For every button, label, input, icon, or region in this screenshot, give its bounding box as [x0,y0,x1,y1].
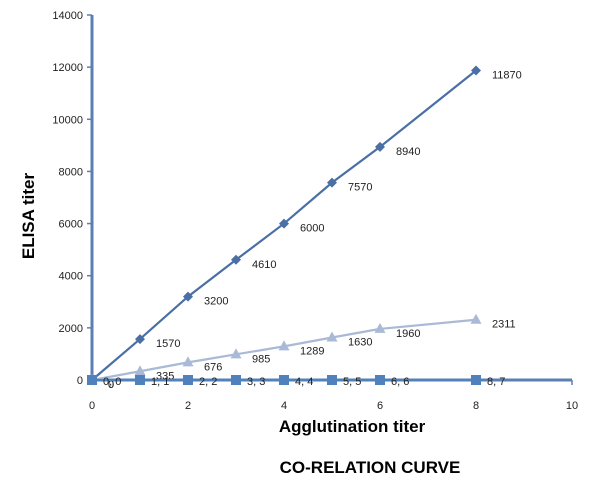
data-label: 676 [204,361,222,373]
data-point-diamond [231,254,241,265]
x-tick-label: 0 [89,400,95,412]
data-label: 6000 [300,223,324,235]
chart-title: CO-RELATION CURVE [280,458,461,477]
data-point-square [327,375,337,385]
series-layer: 0157032004610600075708940118700335676985… [86,65,522,391]
data-point-diamond [375,141,385,152]
data-point-square [183,375,193,385]
data-label: 2311 [492,319,516,331]
data-label: 2, 2 [199,376,217,388]
data-label: 1960 [396,328,420,340]
data-label: 6, 6 [391,376,409,388]
y-tick-label: 2000 [59,323,83,335]
data-point-triangle [470,313,482,324]
data-point-triangle [134,365,146,376]
data-label: 7570 [348,182,372,194]
data-point-triangle [230,348,242,359]
y-axis-title: ELISA titer [19,172,38,259]
data-point-triangle [182,356,194,367]
y-tick-label: 6000 [59,219,83,231]
data-label: 4610 [252,259,276,271]
data-label: 11870 [492,70,522,82]
series-2-line [91,318,477,382]
y-tick-label: 14000 [52,10,83,22]
data-point-square [471,375,481,385]
data-label: 3200 [204,296,228,308]
data-point-square [231,375,241,385]
x-tick-label: 2 [185,400,191,412]
data-point-diamond [135,334,145,345]
y-tick-label: 10000 [52,114,83,126]
data-point-triangle [326,331,338,342]
y-tick-label: 8000 [59,166,83,178]
data-point-square [87,375,97,385]
data-label: 8, 7 [487,376,505,388]
data-label: 1570 [156,338,180,350]
data-label: 8940 [396,146,420,158]
data-label: 3, 3 [247,376,265,388]
x-tick-label: 10 [566,400,578,412]
series-1: 0 1570 3200 4610 6000 7570 8940 11870 [87,65,522,391]
series-1-line [91,69,477,381]
x-axis-title: Agglutination titer [279,417,426,436]
data-label: 0 [108,379,114,391]
data-label: 1, 1 [151,376,169,388]
data-point-triangle [374,322,386,333]
data-label: 985 [252,353,270,365]
data-point-diamond [471,65,481,76]
data-label: 0, 0 [103,376,121,388]
data-point-triangle [278,340,290,351]
x-tick-label: 6 [377,400,383,412]
data-label: 0 [108,379,114,391]
data-label: 4, 4 [295,376,313,388]
x-tick-label: 4 [281,400,287,412]
data-label: 1630 [348,337,372,349]
data-point-diamond [183,291,193,302]
y-tick-label: 4000 [59,271,83,283]
data-label: 5, 5 [343,376,361,388]
y-tick-label: 12000 [52,62,83,74]
data-point-square [375,375,385,385]
y-tick-label: 0 [77,375,83,387]
data-point-square [135,375,145,385]
data-label: 1289 [300,345,324,357]
data-point-diamond [327,177,337,188]
x-tick-label: 8 [473,400,479,412]
data-point-diamond [279,218,289,229]
data-point-square [279,375,289,385]
series-3: 0, 0 1, 1 2, 2 3, 3 4, 4 5, 5 6, 6 8, 7 [87,375,505,388]
